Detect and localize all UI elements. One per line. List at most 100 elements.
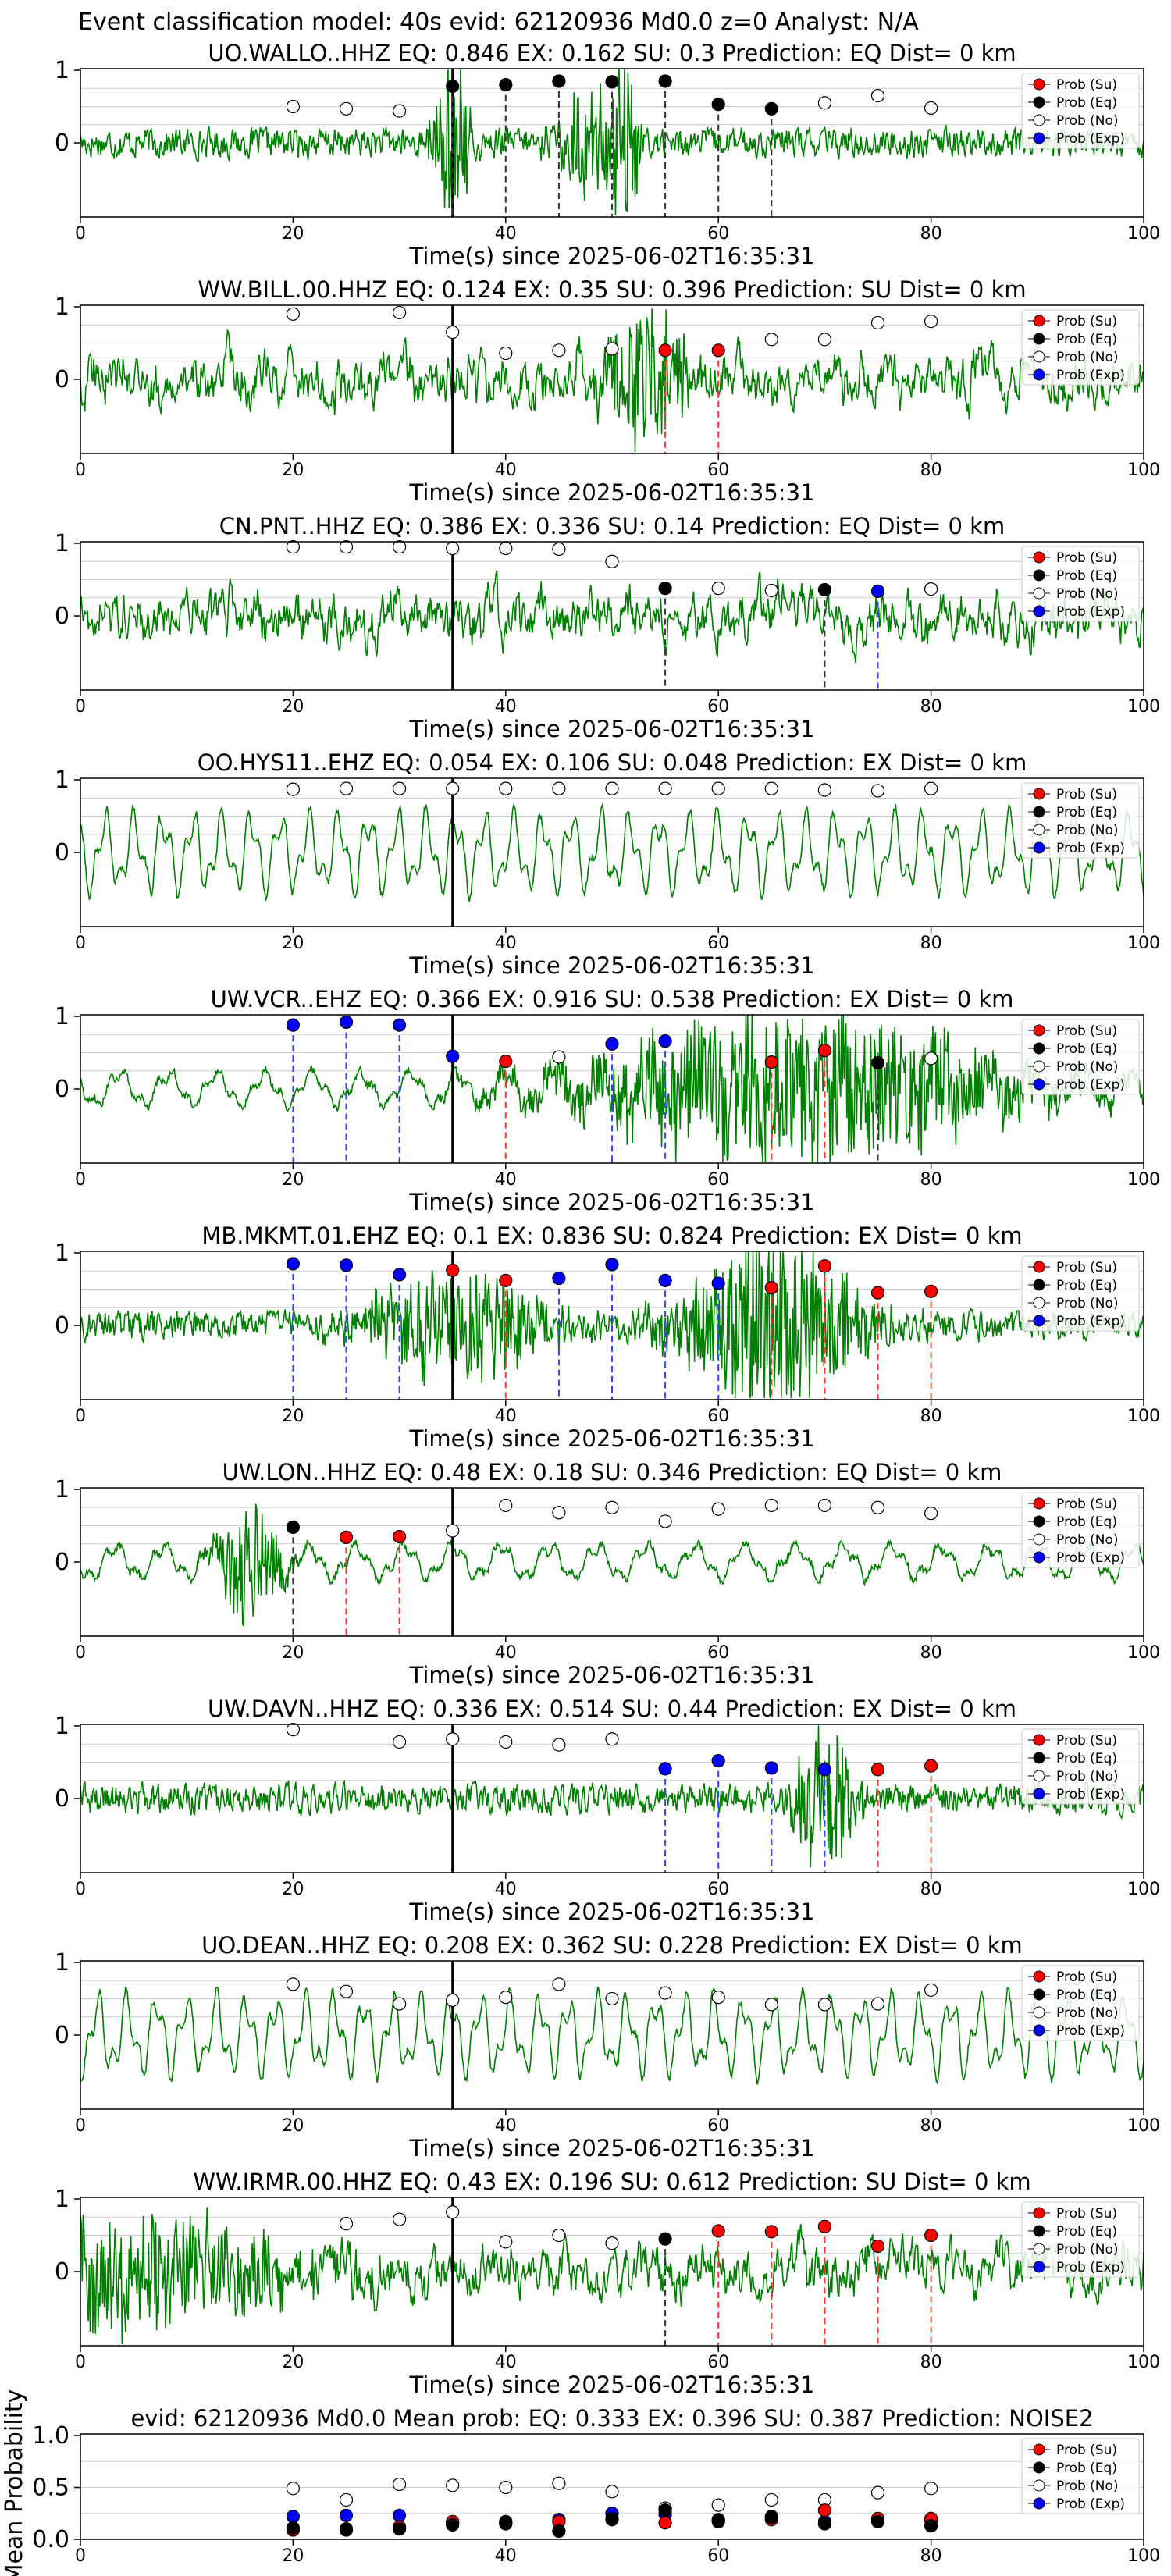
prob-marker-no bbox=[446, 781, 460, 795]
prob-marker-su bbox=[870, 2239, 885, 2254]
legend-marker-no bbox=[1033, 2006, 1045, 2019]
station-panel: UW.LON..HHZ EQ: 0.48 EX: 0.18 SU: 0.346 … bbox=[55, 1459, 1160, 1688]
panel-title: OO.HYS11..EHZ EQ: 0.054 EX: 0.106 SU: 0.… bbox=[198, 749, 1027, 776]
mean-prob-marker-eq bbox=[499, 2517, 513, 2531]
legend-label-eq: Prob (Eq) bbox=[1056, 805, 1117, 820]
prob-marker-no bbox=[605, 2236, 619, 2250]
mean-prob-marker-eq bbox=[446, 2517, 460, 2532]
prob-marker-no bbox=[446, 1993, 460, 2007]
x-tick-label: 40 bbox=[495, 461, 517, 480]
mean-prob-marker-exp bbox=[286, 2510, 300, 2524]
x-tick-label: 60 bbox=[707, 1643, 729, 1663]
prob-marker-no bbox=[552, 781, 566, 795]
x-axis-label: Time(s) since 2025-06-02T16:35:31 bbox=[409, 2135, 815, 2161]
x-tick-label: 0 bbox=[75, 224, 86, 244]
mean-panel-axes bbox=[80, 2433, 1144, 2540]
legend-marker-eq bbox=[1033, 2225, 1045, 2237]
legend-label-exp: Prob (Exp) bbox=[1056, 1077, 1125, 1093]
x-tick-label: 60 bbox=[707, 2116, 729, 2136]
legend-label-eq: Prob (Eq) bbox=[1056, 1514, 1117, 1530]
x-tick-label: 20 bbox=[282, 224, 304, 244]
prob-marker-su bbox=[924, 2228, 938, 2243]
x-tick-label: 40 bbox=[495, 2116, 517, 2136]
y-tick-label: 1 bbox=[55, 1240, 69, 1267]
legend-marker-su bbox=[1033, 1970, 1045, 1983]
legend-label-eq: Prob (Eq) bbox=[1056, 568, 1117, 584]
prob-marker-eq bbox=[817, 582, 832, 597]
prob-marker-no bbox=[817, 333, 832, 347]
legend-marker-eq bbox=[1033, 1042, 1045, 1055]
legend-box bbox=[1021, 2438, 1140, 2514]
prob-marker-eq bbox=[552, 74, 566, 88]
x-axis-label: Time(s) since 2025-06-02T16:35:31 bbox=[409, 2371, 815, 2398]
legend-label-exp: Prob (Exp) bbox=[1056, 1787, 1125, 1802]
legend: Prob (Su) Prob (Eq) Prob (No) Prob (Exp) bbox=[1021, 546, 1140, 622]
legend-label-no: Prob (No) bbox=[1056, 2005, 1119, 2021]
mean-prob-marker-no bbox=[870, 2485, 885, 2500]
prob-marker-exp bbox=[605, 1037, 619, 1051]
prob-marker-no bbox=[605, 554, 619, 568]
legend-label-no: Prob (No) bbox=[1056, 586, 1119, 602]
prob-marker-no bbox=[870, 1500, 885, 1514]
mean-prob-marker-eq bbox=[286, 2521, 300, 2535]
x-tick-label: 0 bbox=[75, 461, 86, 480]
legend-marker-su bbox=[1033, 788, 1045, 800]
legend-marker-exp bbox=[1033, 605, 1045, 617]
y-tick-label: 0.5 bbox=[32, 2475, 69, 2502]
prob-marker-no bbox=[870, 315, 885, 330]
prob-marker-no bbox=[711, 1991, 725, 2005]
prob-marker-no bbox=[339, 781, 354, 795]
prob-marker-su bbox=[870, 1763, 885, 1777]
legend-label-eq: Prob (Eq) bbox=[1056, 332, 1117, 347]
prob-marker-su bbox=[870, 1286, 885, 1300]
x-tick-label: 20 bbox=[282, 1407, 304, 1426]
prob-marker-no bbox=[817, 783, 832, 797]
panel-axes bbox=[80, 1251, 1144, 1400]
prob-marker-su bbox=[764, 1281, 778, 1295]
prob-marker-no bbox=[552, 2228, 566, 2243]
legend-label-exp: Prob (Exp) bbox=[1056, 2496, 1125, 2512]
prob-marker-no bbox=[924, 1051, 938, 1066]
prob-marker-no bbox=[446, 325, 460, 340]
prob-marker-no bbox=[552, 1050, 566, 1064]
legend-marker-su bbox=[1033, 2443, 1045, 2456]
legend-marker-no bbox=[1033, 824, 1045, 836]
x-tick-label: 20 bbox=[282, 461, 304, 480]
prob-marker-su bbox=[658, 343, 672, 358]
prob-marker-eq bbox=[658, 582, 672, 596]
legend-label-eq: Prob (Eq) bbox=[1056, 95, 1117, 111]
legend-marker-eq bbox=[1033, 1515, 1045, 1528]
station-panel: WW.BILL.00.HHZ EQ: 0.124 EX: 0.35 SU: 0.… bbox=[55, 276, 1160, 506]
mean-prob-marker-no bbox=[339, 2492, 354, 2507]
mean-prob-marker-no bbox=[499, 2480, 513, 2495]
x-tick-label: 40 bbox=[495, 1170, 517, 1190]
waveform-trace bbox=[80, 1725, 1144, 1868]
x-tick-label: 20 bbox=[282, 2546, 304, 2566]
prob-marker-no bbox=[764, 781, 778, 795]
panel-axes bbox=[80, 1014, 1144, 1164]
legend-label-no: Prob (No) bbox=[1056, 2478, 1119, 2494]
panel-axes bbox=[80, 2197, 1144, 2347]
x-tick-label: 40 bbox=[495, 224, 517, 244]
legend-box bbox=[1021, 309, 1140, 386]
x-tick-label: 80 bbox=[920, 697, 942, 717]
x-tick-label: 80 bbox=[920, 224, 942, 244]
prob-marker-exp bbox=[446, 1049, 460, 1063]
waveform-trace bbox=[80, 68, 1144, 216]
x-tick-label: 80 bbox=[920, 2116, 942, 2136]
prob-marker-eq bbox=[499, 77, 513, 92]
x-tick-label: 0 bbox=[75, 697, 86, 717]
prob-marker-exp bbox=[393, 1268, 407, 1282]
x-tick-label: 20 bbox=[282, 2353, 304, 2372]
x-tick-label: 20 bbox=[282, 1170, 304, 1190]
legend: Prob (Su) Prob (Eq) Prob (No) Prob (Exp) bbox=[1021, 1492, 1140, 1568]
legend-label-no: Prob (No) bbox=[1056, 113, 1119, 129]
legend-box bbox=[1021, 546, 1140, 622]
legend-label-exp: Prob (Exp) bbox=[1056, 2260, 1125, 2275]
legend-label-eq: Prob (Eq) bbox=[1056, 1041, 1117, 1057]
panel-title: WW.BILL.00.HHZ EQ: 0.124 EX: 0.35 SU: 0.… bbox=[198, 276, 1026, 303]
prob-marker-eq bbox=[286, 1520, 300, 1534]
x-tick-label: 40 bbox=[495, 697, 517, 717]
prob-marker-no bbox=[393, 781, 407, 795]
prob-marker-exp bbox=[552, 1271, 566, 1286]
